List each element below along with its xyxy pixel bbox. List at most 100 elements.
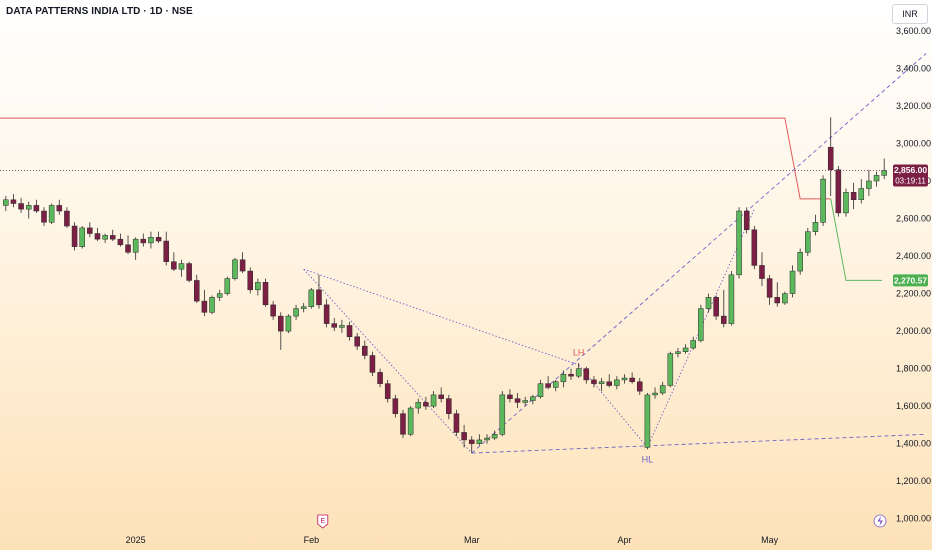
candle-body (18, 203, 24, 210)
candle-body (354, 336, 360, 347)
candle-body (285, 315, 292, 332)
target-line (830, 198, 882, 281)
candle-body (698, 308, 704, 341)
x-tick-label: 2025 (126, 535, 146, 545)
y-tick-label: 1,600.00 (896, 401, 931, 411)
candle-body (476, 439, 483, 444)
candle-body (667, 353, 674, 386)
candle-body (25, 205, 32, 210)
y-tick-label: 2,000.00 (896, 326, 931, 336)
candle-body (530, 396, 536, 401)
y-tick-label: 2,200.00 (896, 289, 931, 299)
candle-body (423, 402, 429, 407)
lower-channel-line (471, 433, 927, 454)
candle-body (33, 205, 40, 212)
lightning-icon-bolt (877, 516, 883, 526)
y-tick-label: 3,600.00 (896, 26, 931, 36)
candle-body (552, 381, 559, 388)
candle-body (384, 383, 391, 399)
candle-body (193, 280, 200, 302)
candle-body (239, 259, 246, 272)
candle-body (140, 238, 147, 244)
y-tick-label: 2,600.00 (896, 214, 931, 224)
candle-body (812, 222, 819, 232)
candle-body (537, 383, 544, 398)
candle-body (782, 293, 788, 304)
candle-body (560, 374, 567, 383)
candle-body (323, 304, 330, 324)
candle-body (94, 233, 101, 240)
last-price-label: 2,856.00 (894, 165, 927, 175)
candle-body (71, 225, 78, 247)
candle-body (766, 278, 773, 298)
candle-body (568, 374, 574, 377)
candle-body (484, 437, 490, 441)
trend-line-hl (578, 364, 648, 448)
currency-selector[interactable]: INR (892, 4, 928, 24)
y-tick-label: 1,200.00 (896, 476, 931, 486)
candle-body (362, 345, 368, 356)
candle-body (79, 227, 85, 247)
y-tick-label: 2,400.00 (896, 251, 931, 261)
candle-body (728, 274, 735, 324)
candle-body (209, 297, 215, 313)
candle-body (545, 383, 551, 388)
candle-body (232, 259, 238, 279)
candle-body (300, 306, 307, 309)
candle-body (178, 263, 185, 270)
candle-body (446, 398, 452, 414)
trend-line-down (303, 268, 473, 454)
candle-body (64, 210, 70, 227)
candle-body (721, 315, 727, 324)
pattern-label: LH (573, 347, 585, 357)
x-tick-label: Mar (464, 535, 480, 545)
candle-body (10, 199, 17, 204)
candle-body (468, 439, 475, 444)
candle-body (682, 347, 689, 352)
candle-body (293, 308, 299, 317)
candle-body (369, 355, 376, 373)
candle-body (407, 407, 414, 435)
candle-body (629, 377, 635, 383)
candle-body (759, 265, 765, 279)
candle-body (797, 252, 803, 272)
target-price-label: 2,270.57 (894, 275, 927, 285)
candle-body (591, 379, 597, 384)
candle-body (102, 235, 108, 240)
candle-body (850, 192, 857, 201)
candle-body (675, 351, 681, 354)
earnings-icon-letter: E (320, 518, 325, 525)
candle-body (789, 270, 796, 294)
candle-body (713, 297, 719, 317)
pattern-label: HL (642, 454, 654, 464)
candle-body (499, 394, 506, 435)
candle-body (430, 394, 437, 407)
candle-body (262, 282, 269, 306)
earnings-icon (317, 514, 329, 529)
candle-body (117, 238, 124, 246)
y-tick-label: 3,200.00 (896, 101, 931, 111)
candle-body (827, 146, 834, 170)
candle-body (507, 394, 513, 399)
candle-body (743, 210, 750, 231)
y-tick-label: 3,400.00 (896, 63, 931, 73)
candle-body (155, 237, 162, 242)
candle-body (858, 188, 865, 201)
candle-body (652, 392, 658, 396)
candle-body (56, 205, 63, 212)
candle-body (522, 400, 528, 403)
candle-body (346, 325, 353, 337)
y-tick-label: 1,400.00 (896, 439, 931, 449)
candle-body (339, 325, 345, 328)
candle-body (705, 297, 712, 309)
candle-body (820, 178, 826, 223)
candle-body (400, 413, 406, 435)
candle-body (774, 297, 781, 304)
chart-title: DATA PATTERNS INDIA LTD · 1D · NSE (6, 6, 193, 17)
candle-body (843, 192, 849, 214)
candle-body (491, 434, 498, 439)
candle-body (575, 368, 582, 377)
candle-body (835, 169, 842, 214)
